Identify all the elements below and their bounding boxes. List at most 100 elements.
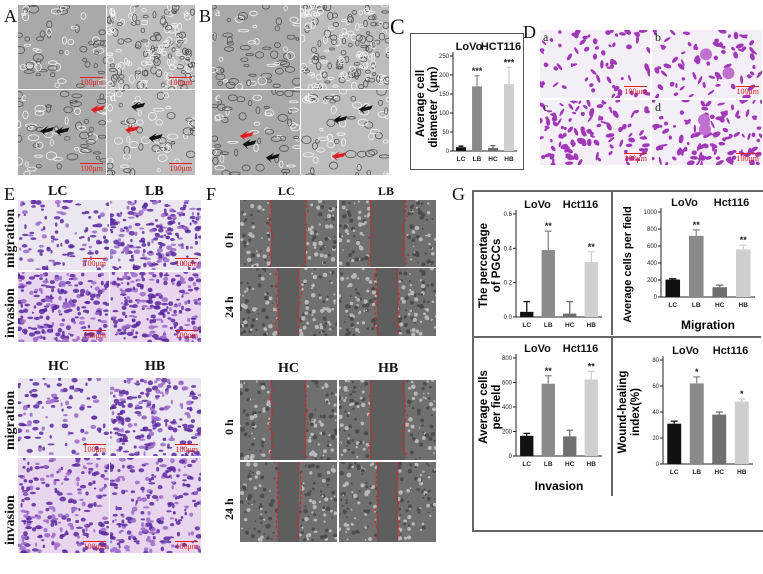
error-bar	[523, 300, 531, 312]
sublabel: c	[21, 90, 27, 104]
y-tick-label: 60	[652, 384, 659, 390]
micrograph-violet: 100μm	[18, 272, 109, 342]
x-tick-label: LC	[522, 461, 531, 468]
y-axis-label: Average celldiameter（μm）	[415, 59, 440, 147]
bar-hc	[563, 436, 577, 456]
scale-bar: 100μm	[624, 153, 647, 163]
col-label-hc: HC	[278, 361, 299, 376]
micrograph-purple: a 100μm	[540, 30, 650, 98]
row-label-invasion: invasion	[3, 495, 18, 545]
row-label-migration: migration	[3, 390, 18, 450]
scale-bar: 100μm	[736, 86, 759, 96]
y-axis-label: The percentageof PGCCs	[478, 223, 503, 308]
micrograph-wound	[240, 200, 337, 267]
x-tick-label: HB	[504, 156, 514, 163]
group-label-hct116: Hct116	[563, 343, 598, 355]
x-tick-label: HC	[565, 461, 575, 468]
panel-g	[472, 190, 763, 532]
y-tick-label: 0.6	[504, 212, 513, 218]
error-bar	[739, 244, 747, 250]
sublabel: b	[655, 30, 661, 44]
x-tick-label: HB	[587, 461, 597, 468]
micrograph-wound	[339, 268, 436, 336]
significance-stars: ***	[472, 66, 483, 76]
error-bar	[669, 278, 677, 280]
col-label-hc: HC	[48, 359, 69, 374]
row-label-invasion: invasion	[3, 288, 18, 338]
error-bar	[566, 429, 574, 437]
chart-g-b: 0 200 400 600 800 1000 LC LB ** HC HB ** LoVo Hct116 A…	[611, 192, 763, 335]
bar-hb	[584, 262, 598, 317]
sublabel: a	[215, 5, 221, 19]
scale-bar: 100μm	[175, 444, 198, 454]
sublabel: b	[110, 5, 116, 19]
divider	[474, 336, 761, 338]
y-tick-label: 100	[439, 111, 450, 117]
x-tick-label: LC	[457, 156, 466, 163]
x-tick-label: HC	[715, 302, 725, 309]
bar-lb	[541, 250, 555, 317]
error-bar	[544, 375, 552, 384]
y-tick-label: 0	[656, 462, 660, 468]
x-tick-label: LB	[544, 322, 553, 329]
micrograph-violet2: 100μm	[18, 458, 109, 553]
bar-lb	[688, 235, 704, 297]
y-tick-label: 800	[647, 227, 658, 233]
error-bar	[716, 284, 724, 288]
y-tick-label: 200	[502, 430, 513, 436]
x-tick-label: LB	[473, 156, 482, 163]
group-label-hct116: Hct116	[714, 197, 749, 209]
x-tick-label: LB	[544, 461, 553, 468]
col-label-lb: LB	[145, 184, 164, 199]
y-axis-label: Wound-healingindex(%)	[617, 371, 642, 454]
micrograph-phase: b 100μm	[107, 5, 195, 89]
x-tick-label: LC	[668, 302, 677, 309]
sublabel: a	[543, 30, 549, 44]
error-bar	[693, 376, 701, 384]
chart-g-d: 0 20 40 60 80 LC LB * HC HB * LoVo Hct116 Wound-heali…	[611, 338, 763, 496]
row-label-24h: 24 h	[222, 498, 236, 520]
panel-label-e: E	[4, 184, 15, 204]
scale-bar: 100μm	[80, 163, 103, 173]
micrograph-phase: c 100μm	[18, 90, 106, 175]
significance-stars: ***	[504, 57, 515, 67]
error-bar	[738, 398, 746, 402]
x-axis-label: Migration	[681, 318, 735, 332]
col-label-lb: LB	[378, 184, 395, 198]
col-label-lc: LC	[278, 184, 295, 198]
bar-hb	[734, 401, 749, 464]
x-tick-label: HC	[488, 156, 498, 163]
bar-hb	[504, 84, 514, 151]
micrograph-phase: c	[212, 90, 300, 175]
micrograph-purple: d 100μm	[652, 100, 762, 165]
y-tick-label: 250	[439, 54, 450, 60]
y-tick-label: 0.4	[504, 246, 513, 252]
scale-bar: 100μm	[736, 153, 759, 163]
y-tick-label: 1000	[644, 210, 658, 216]
sublabel: d	[110, 90, 116, 104]
micrograph-purple: b 100μm	[652, 30, 762, 98]
sublabel: d	[304, 90, 310, 104]
x-tick-label: HB	[737, 469, 747, 476]
y-tick-label: 800	[502, 356, 513, 362]
sublabel: c	[543, 100, 549, 114]
x-tick-label: LC	[522, 322, 531, 329]
micrograph-violet: 100μm	[110, 200, 201, 270]
x-tick-label: LB	[692, 302, 701, 309]
x-tick-label: LB	[692, 469, 701, 476]
col-label-hb: HB	[145, 359, 166, 374]
y-tick-label: 400	[647, 261, 658, 267]
micrograph-phase: a 100μm	[18, 5, 106, 89]
significance-stars: **	[545, 221, 553, 231]
row-label-0h: 0 h	[222, 419, 236, 435]
significance-stars: **	[545, 366, 553, 376]
error-bar	[692, 229, 700, 236]
micrograph-violet2: 100μm	[110, 458, 201, 553]
scale-bar: 100μm	[175, 330, 198, 340]
y-tick-label: 0	[446, 149, 450, 155]
col-label-lc: LC	[48, 184, 68, 199]
scale-bar: 100μm	[624, 86, 647, 96]
sublabel: c	[215, 90, 221, 104]
x-tick-label: HC	[715, 469, 725, 476]
